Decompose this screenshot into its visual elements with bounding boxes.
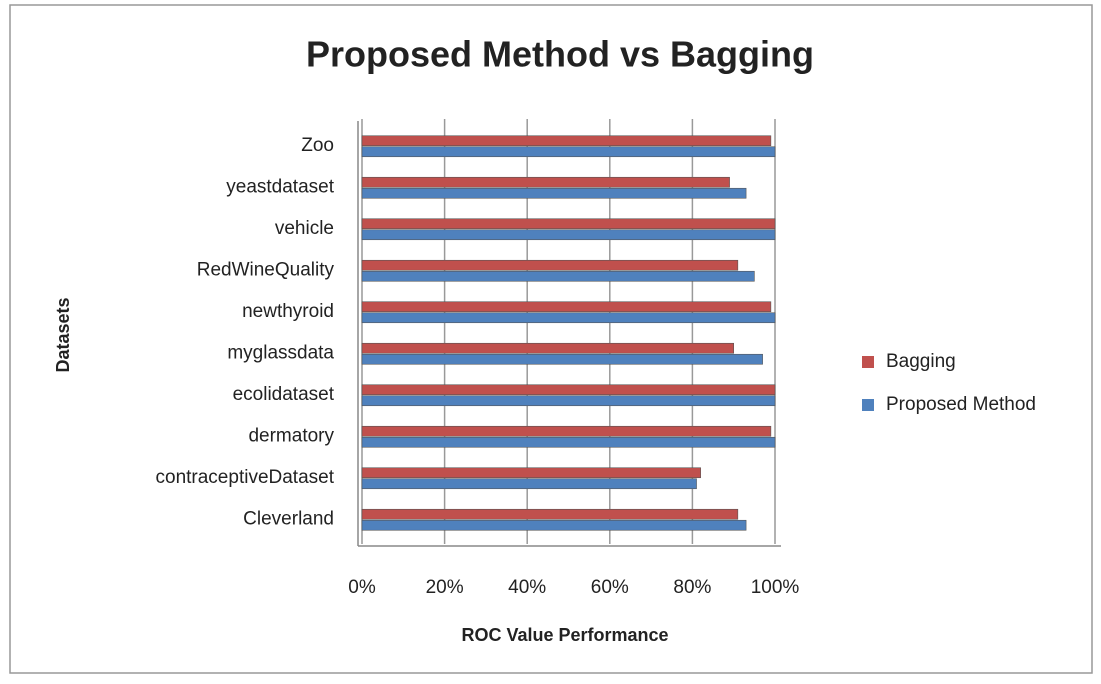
- bar: [361, 218, 776, 230]
- bar: [361, 467, 701, 479]
- bar: [361, 384, 776, 396]
- bar: [361, 353, 763, 365]
- legend-label: Bagging: [886, 351, 956, 372]
- bar: [361, 425, 772, 437]
- bar: [361, 436, 776, 448]
- bar: [361, 146, 776, 158]
- legend-swatch: [862, 399, 874, 411]
- x-tick-label: 40%: [508, 577, 546, 598]
- y-tick-label: dermatory: [248, 425, 334, 446]
- bar: [361, 395, 776, 407]
- x-tick-label: 20%: [426, 577, 464, 598]
- y-tick-label: vehicle: [275, 218, 334, 239]
- bar: [361, 478, 697, 490]
- bar: [361, 342, 735, 354]
- y-tick-label: newthyroid: [242, 301, 334, 322]
- chart-title: Proposed Method vs Bagging: [306, 34, 814, 75]
- x-tick-label: 0%: [348, 577, 376, 598]
- bar: [361, 519, 747, 531]
- y-tick-label: myglassdata: [227, 342, 334, 363]
- y-tick-label: ecolidataset: [233, 384, 335, 405]
- x-tick-label: 80%: [673, 577, 711, 598]
- legend-label: Proposed Method: [886, 394, 1036, 415]
- bar: [361, 176, 730, 188]
- bar: [361, 270, 755, 282]
- x-tick-label: 100%: [751, 577, 800, 598]
- bar: [361, 259, 739, 271]
- bar: [361, 301, 772, 313]
- y-tick-label: Zoo: [301, 135, 334, 156]
- y-tick-label: yeastdataset: [226, 176, 334, 197]
- y-tick-label: RedWineQuality: [197, 259, 335, 280]
- bar: [361, 508, 739, 520]
- y-axis-label: Datasets: [53, 297, 73, 372]
- legend-swatch: [862, 356, 874, 368]
- y-tick-label: Cleverland: [243, 508, 334, 529]
- bar: [361, 135, 772, 147]
- bar: [361, 312, 776, 324]
- chart-frame: [9, 4, 1093, 674]
- x-tick-label: 60%: [591, 577, 629, 598]
- bar: [361, 187, 747, 199]
- y-tick-label: contraceptiveDataset: [156, 467, 335, 488]
- x-axis-label: ROC Value Performance: [461, 625, 668, 645]
- bar: [361, 229, 776, 241]
